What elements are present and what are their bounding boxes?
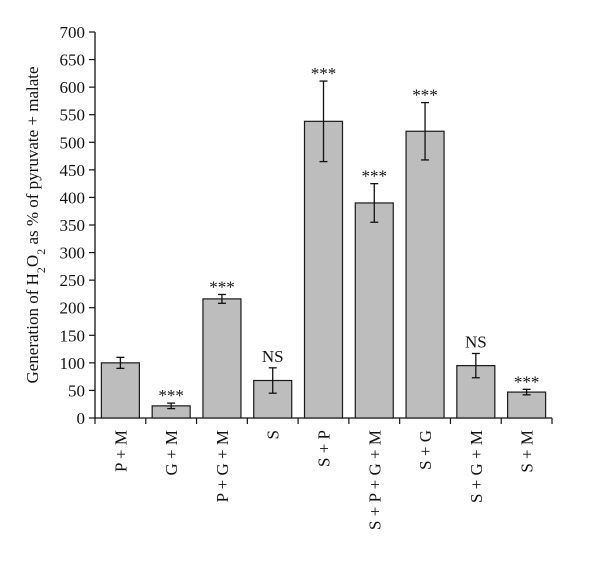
x-category-label: S + M xyxy=(518,430,537,473)
x-category-labels: P + M G + M P + G + M S S + P S + P + G + M S … xyxy=(111,430,536,530)
y-tick-label: 400 xyxy=(60,188,86,207)
bars xyxy=(100,120,547,419)
bar xyxy=(303,120,344,419)
significance-label: *** xyxy=(514,372,540,391)
x-category-label: S xyxy=(264,430,283,439)
y-tick-label: 700 xyxy=(60,23,86,42)
y-tick-label: 50 xyxy=(68,381,85,400)
significance-label: *** xyxy=(311,64,337,83)
x-category-label: P + G + M xyxy=(213,430,232,502)
y-tick-label: 150 xyxy=(60,326,86,345)
y-tick-label: 550 xyxy=(60,106,86,125)
y-tick-label: 200 xyxy=(60,299,86,318)
bar xyxy=(202,298,242,419)
bar xyxy=(405,130,445,419)
x-category-label: S + P + G + M xyxy=(365,430,384,530)
significance-label: NS xyxy=(465,332,487,351)
y-tick-label: 600 xyxy=(60,78,86,97)
y-tick-label: 0 xyxy=(77,409,86,428)
bar xyxy=(507,391,547,419)
y-tick-label: 500 xyxy=(60,133,86,152)
bar xyxy=(354,202,394,419)
x-category-label: S + P xyxy=(315,430,334,467)
x-category-label: G + M xyxy=(162,430,181,475)
y-tick-label: 250 xyxy=(60,271,86,290)
y-tick-label: 650 xyxy=(60,51,86,70)
y-tick-label: 100 xyxy=(60,354,86,373)
y-axis-label: Generation of H2O2 as % of pyruvate + ma… xyxy=(23,66,48,383)
significance-label: *** xyxy=(412,86,438,105)
x-category-label: S + G + M xyxy=(467,430,486,503)
error-bars xyxy=(116,80,531,410)
significance-label: NS xyxy=(262,347,284,366)
bar xyxy=(100,362,140,419)
y-tick-label: 350 xyxy=(60,216,86,235)
x-category-label: S + G xyxy=(416,430,435,470)
y-tick-labels: 0 50 100 150 200 250 300 350 400 450 500 550 600 650 7… xyxy=(60,23,86,428)
significance-label: *** xyxy=(158,386,184,405)
significance-labels: *** *** NS *** *** *** NS *** xyxy=(158,64,539,405)
y-tick-label: 300 xyxy=(60,244,86,263)
y-tick-label: 450 xyxy=(60,161,86,180)
significance-label: *** xyxy=(209,277,235,296)
significance-label: *** xyxy=(362,167,388,186)
x-category-label: P + M xyxy=(111,430,130,472)
